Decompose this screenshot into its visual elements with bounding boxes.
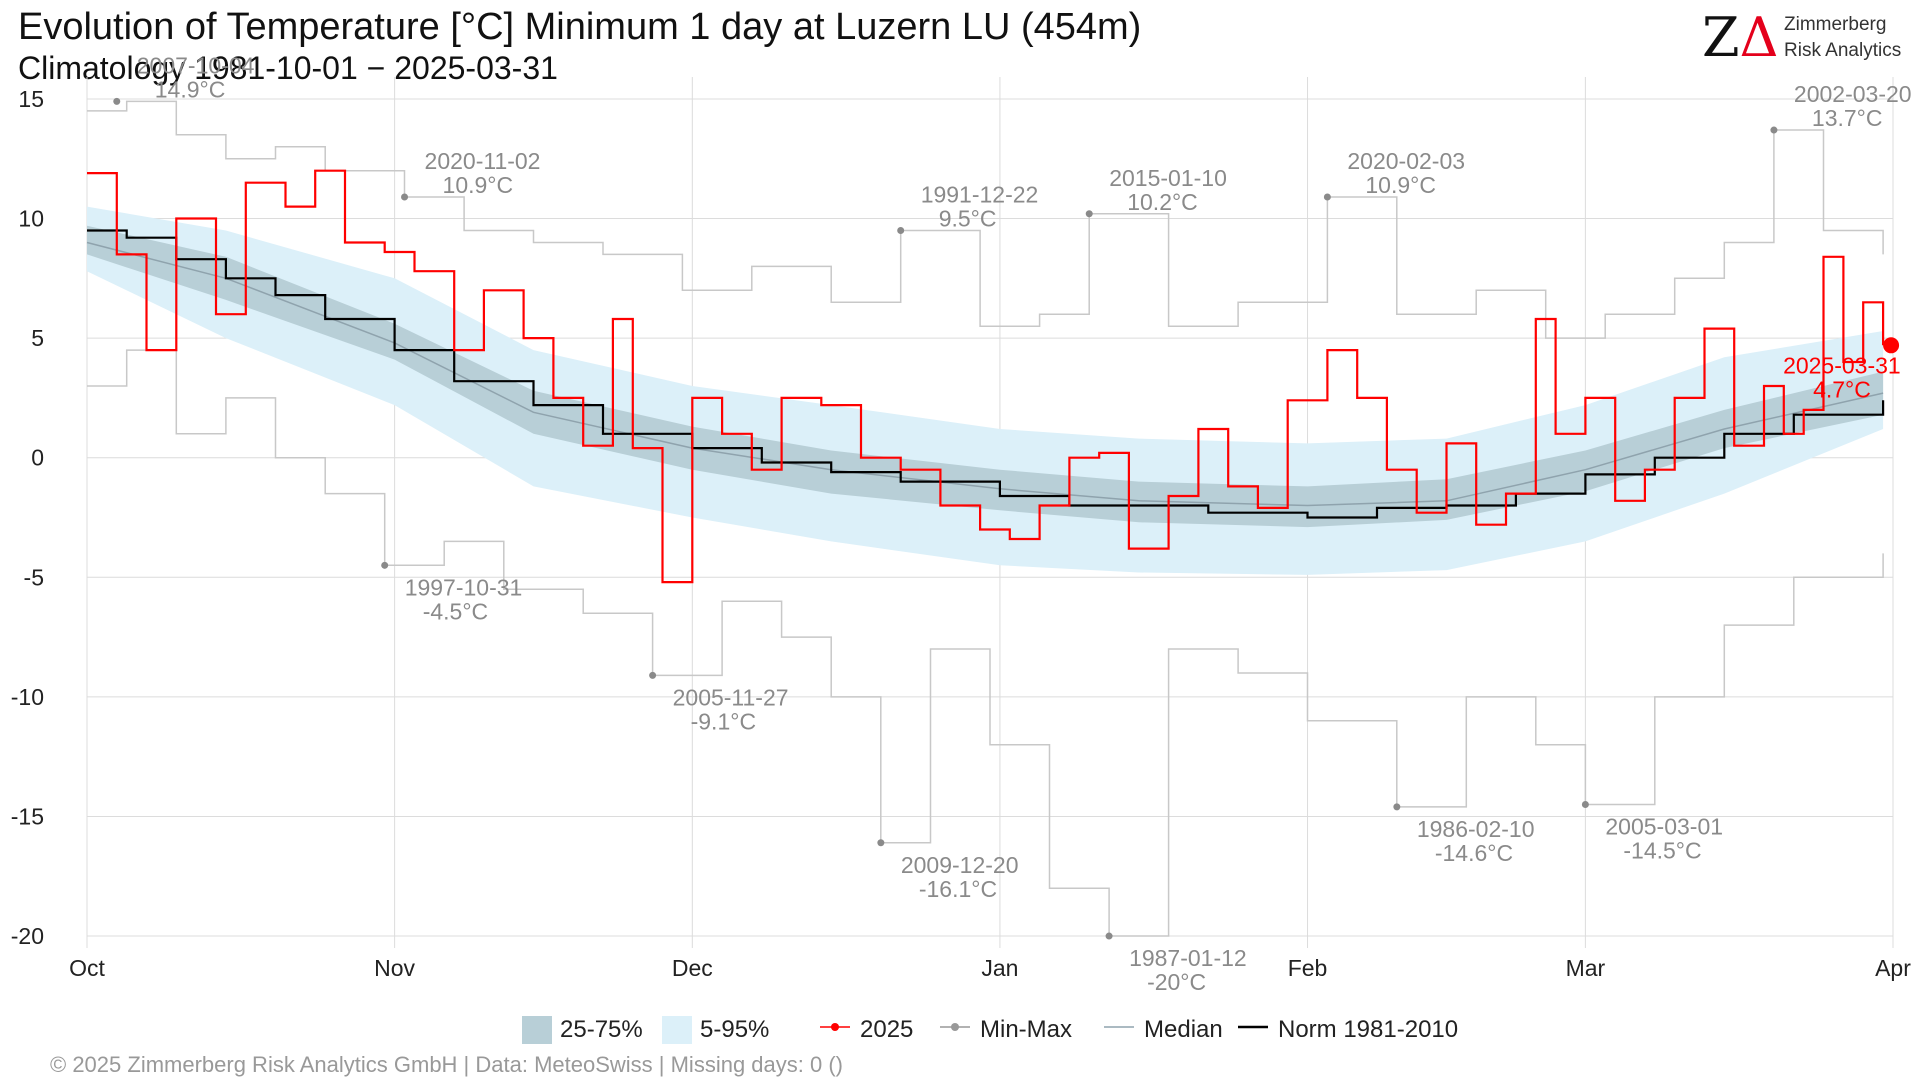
extreme-point xyxy=(649,671,657,679)
x-tick-label: Jan xyxy=(981,955,1018,981)
extreme-point xyxy=(113,97,121,105)
y-tick-label: -10 xyxy=(11,684,44,710)
legend-key xyxy=(938,1016,972,1044)
extreme-point xyxy=(1581,801,1589,808)
chart-subtitle: Climatology 1981-10-01 − 2025-03-31 xyxy=(18,50,558,86)
x-tick-label: Feb xyxy=(1288,955,1328,981)
extreme-value-label: -14.5°C xyxy=(1623,838,1701,864)
legend-label: Median xyxy=(1144,1016,1223,1043)
legend-key xyxy=(818,1016,852,1044)
x-tick-label: Mar xyxy=(1566,955,1606,981)
logo-line-2: Risk Analytics xyxy=(1784,40,1902,61)
min-max-lines xyxy=(87,100,1884,937)
extreme-value-label: 10.9°C xyxy=(443,172,514,198)
legend-key xyxy=(522,1016,552,1044)
extreme-value-label: 14.9°C xyxy=(155,76,226,102)
legend-key xyxy=(1102,1016,1136,1044)
legend-label: Min-Max xyxy=(980,1016,1073,1043)
extreme-point xyxy=(381,561,389,569)
extreme-date-label: 1987-01-12 xyxy=(1129,945,1247,971)
extreme-value-label: -9.1°C xyxy=(691,708,756,734)
current-point xyxy=(1883,337,1900,354)
percentile-bands xyxy=(87,206,1884,575)
legend-item: 25-75% xyxy=(522,1010,643,1050)
extreme-point xyxy=(1770,126,1778,134)
series-lines xyxy=(86,169,1885,584)
extreme-point xyxy=(1105,932,1113,940)
extreme-value-label: 10.9°C xyxy=(1365,172,1436,198)
y-tick-label: 0 xyxy=(31,445,44,471)
y-tick-label: -15 xyxy=(11,803,44,829)
logo-mark: ZΔ xyxy=(1702,6,1779,69)
extreme-date-label: 2015-01-10 xyxy=(1109,165,1227,191)
x-tick-label: Dec xyxy=(672,955,713,981)
norm-line xyxy=(87,229,1885,519)
legend-item: Median xyxy=(1102,1010,1223,1050)
extreme-point xyxy=(897,227,905,234)
current-value-label: 4.7°C xyxy=(1813,376,1871,402)
legend: 25-75% 5-95% 2025 Min-Max Median Norm 1981-20… xyxy=(0,1010,1920,1050)
extreme-value-label: -14.6°C xyxy=(1435,840,1513,866)
current-date-label: 2025-03-31 xyxy=(1783,352,1901,378)
legend-label: 25-75% xyxy=(560,1016,643,1043)
min-line xyxy=(87,349,1884,937)
extreme-date-label: 1991-12-22 xyxy=(921,182,1039,208)
x-tick-label: Nov xyxy=(374,955,415,981)
y-tick-label: 10 xyxy=(18,206,44,232)
legend-item: 2025 xyxy=(818,1010,913,1050)
legend-item: Norm 1981-2010 xyxy=(1236,1010,1458,1050)
company-logo: ZΔ Zimmerberg Risk Analytics xyxy=(1702,8,1912,68)
extreme-date-label: 1986-02-10 xyxy=(1417,816,1535,842)
logo-line-1: Zimmerberg xyxy=(1784,14,1887,35)
extreme-value-label: 10.2°C xyxy=(1127,189,1198,215)
extreme-point xyxy=(877,839,885,847)
extreme-value-label: -4.5°C xyxy=(423,598,488,624)
extreme-date-label: 2020-11-02 xyxy=(425,148,541,174)
y-tick-label: -5 xyxy=(24,564,44,590)
extreme-date-label: 2005-03-01 xyxy=(1605,814,1723,840)
legend-key xyxy=(662,1016,692,1044)
legend-key xyxy=(1236,1016,1270,1044)
footer-credit: © 2025 Zimmerberg Risk Analytics GmbH | … xyxy=(50,1052,843,1077)
band-5-95 xyxy=(87,206,1884,575)
legend-item: Min-Max xyxy=(938,1010,1072,1050)
y-tick-label: 5 xyxy=(31,325,44,351)
extreme-point xyxy=(401,193,409,201)
extreme-date-label: 2020-02-03 xyxy=(1347,148,1465,174)
extreme-date-label: 2007-10-04 xyxy=(137,52,255,78)
legend-item: 5-95% xyxy=(662,1010,769,1050)
extreme-date-label: 2005-11-27 xyxy=(673,684,789,710)
x-tick-label: Oct xyxy=(69,955,105,981)
legend-label: 5-95% xyxy=(700,1016,770,1043)
y-tick-label: -20 xyxy=(11,923,44,949)
extreme-point xyxy=(1085,210,1093,218)
extreme-date-label: 2002-03-20 xyxy=(1794,81,1912,107)
extreme-date-label: 2009-12-20 xyxy=(901,852,1019,878)
extreme-value-label: -16.1°C xyxy=(919,876,997,902)
extreme-point xyxy=(1393,803,1401,811)
max-line xyxy=(87,100,1884,339)
extreme-point xyxy=(1323,193,1331,201)
axis-labels: -20 -15 -10 -5 0 5 10 15 Oct Nov Dec Jan Feb Mar Apr xyxy=(11,86,1911,981)
extreme-date-label: 1997-10-31 xyxy=(405,574,523,600)
series-2025-line xyxy=(87,169,1885,584)
x-tick-label: Apr xyxy=(1875,955,1911,981)
legend-label: 2025 xyxy=(860,1016,914,1043)
extreme-value-label: -20°C xyxy=(1147,969,1206,995)
band-25-75 xyxy=(87,225,1884,528)
extreme-value-label: 9.5°C xyxy=(939,206,997,232)
y-tick-label: 15 xyxy=(18,86,44,112)
legend-label: Norm 1981-2010 xyxy=(1278,1016,1459,1043)
chart-title: Evolution of Temperature [°C] Minimum 1 … xyxy=(18,6,1142,48)
extreme-value-label: 13.7°C xyxy=(1812,105,1883,131)
